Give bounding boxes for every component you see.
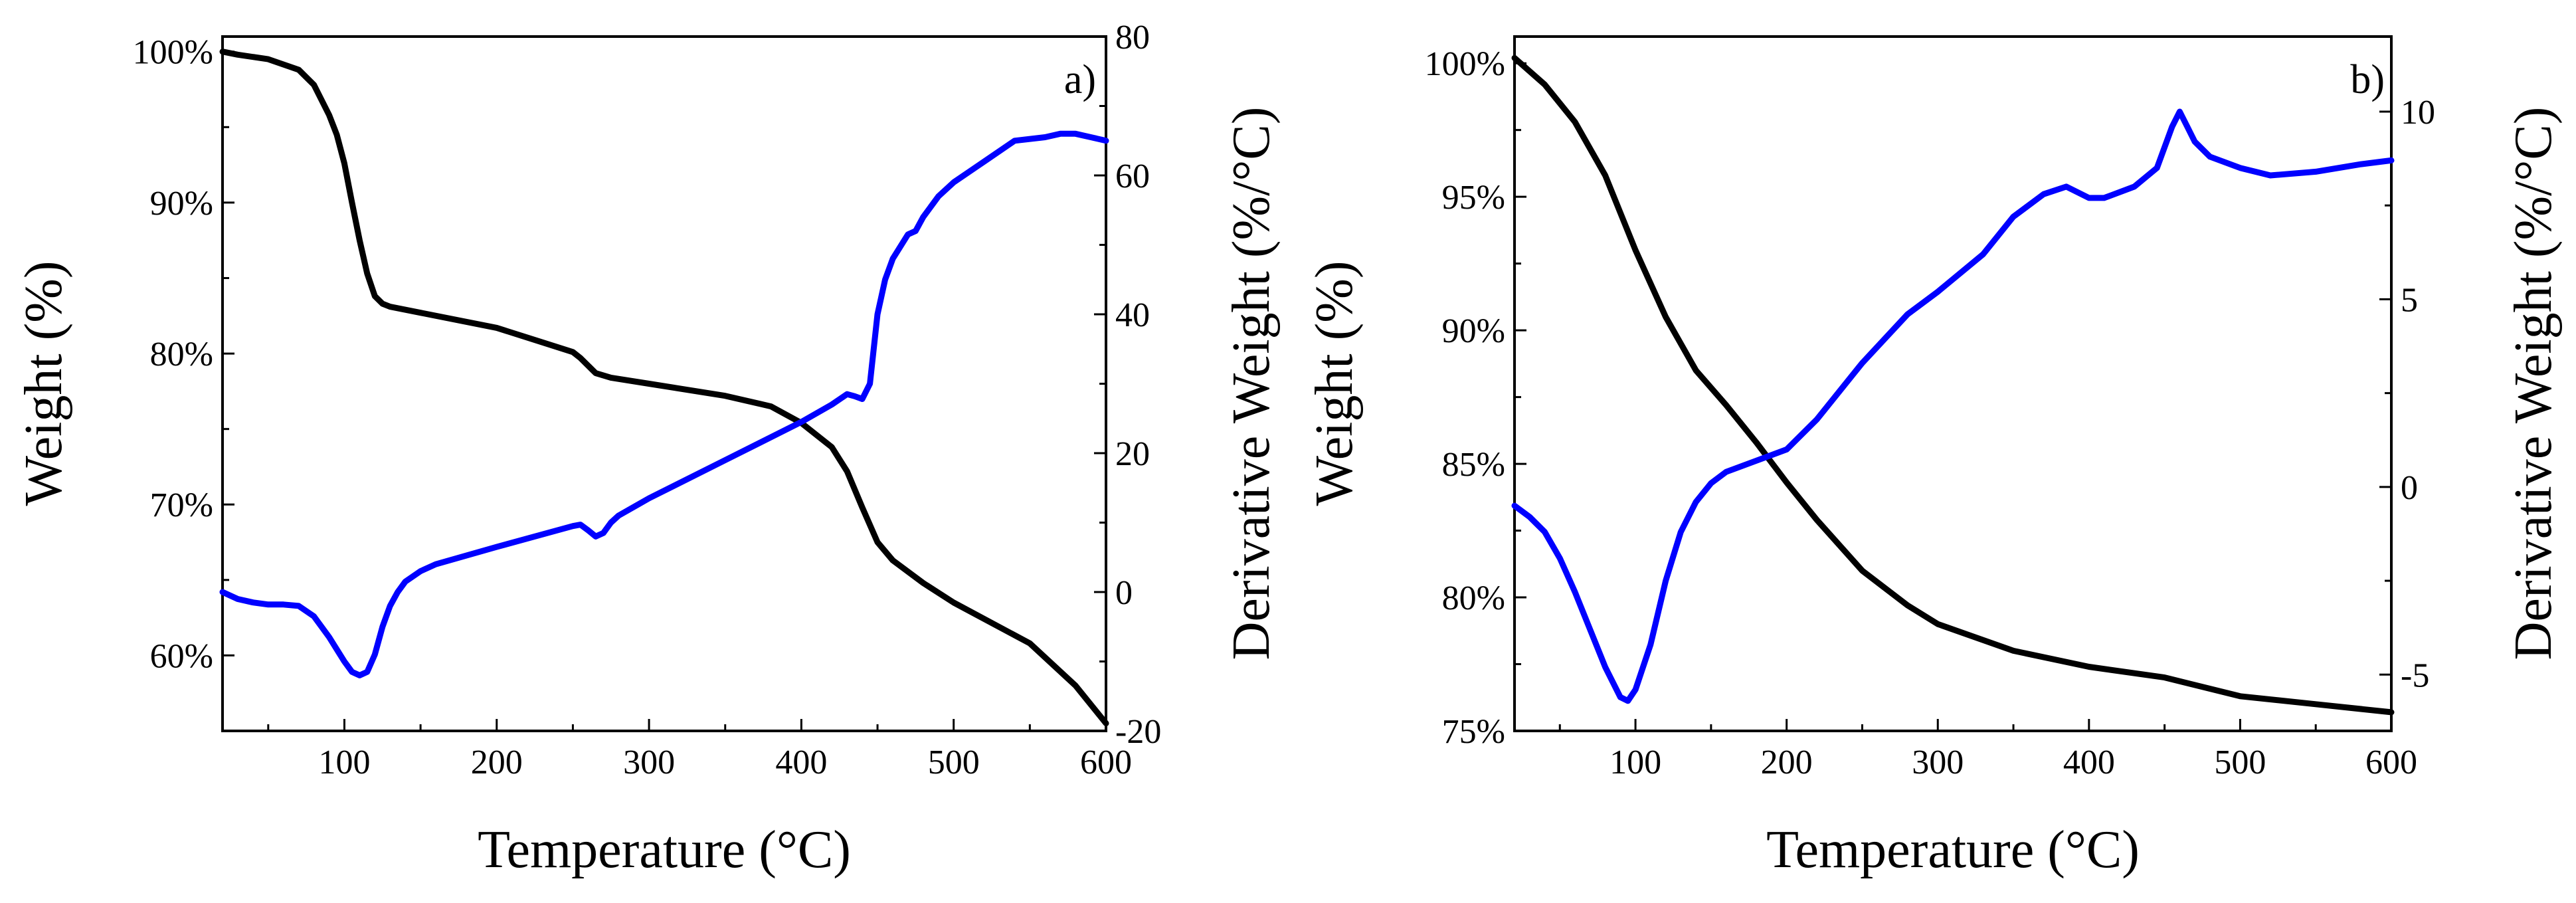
plot-frame-b: [1513, 35, 2393, 732]
y-tick-label: 60%: [150, 637, 213, 675]
y-tick-label: 75%: [1442, 713, 1505, 751]
y2-tick-label: 5: [2401, 281, 2418, 319]
series-group-a: [219, 49, 1109, 727]
y2-tick-label: 0: [1115, 574, 1133, 612]
y2-tick-label: -5: [2401, 656, 2429, 694]
x-tick-label: 300: [1912, 744, 1964, 781]
y-tick-label: 95%: [1442, 179, 1505, 217]
y2-axis-ticks-b: -5 0 5 10: [2379, 94, 2435, 694]
x-tick-label: 200: [471, 744, 523, 781]
y2-tick-label: 80: [1115, 19, 1150, 56]
chart-panel-a: 100 200 300 400 500 600 60% 70% 80% 90% 100% -20 0…: [15, 19, 1281, 879]
y-tick-label: 70%: [150, 486, 213, 524]
y-tick-label: 90%: [150, 185, 213, 223]
x-tick-label: 100: [1610, 744, 1661, 781]
x-axis-ticks-a: 100 200 300 400 500 600: [267, 719, 1132, 781]
series-group-b: [1511, 54, 2395, 716]
y2-tick-label: 10: [2401, 94, 2435, 132]
x-tick-label: 200: [1761, 744, 1813, 781]
panel-label-b: b): [2350, 57, 2385, 102]
x-axis-label-b: Temperature (°C): [1766, 821, 2140, 879]
x-tick-label: 500: [928, 744, 980, 781]
x-tick-label: 400: [775, 744, 827, 781]
derivative-weight-line-a: [219, 130, 1109, 678]
x-tick-label: 300: [623, 744, 675, 781]
y2-tick-label: 0: [2401, 469, 2418, 507]
y2-tick-label: 20: [1115, 435, 1150, 473]
panel-label-a: a): [1064, 57, 1096, 102]
x-axis-ticks-b: 100 200 300 400 500 600: [1558, 719, 2417, 781]
y2-tick-label: 60: [1115, 157, 1150, 195]
weight-line-b: [1511, 54, 2395, 716]
y-tick-label: 80%: [1442, 579, 1505, 617]
x-tick-label: 500: [2214, 744, 2266, 781]
weight-line-a: [219, 49, 1109, 727]
y2-tick-label: 40: [1115, 296, 1150, 334]
y2-tick-label: -20: [1115, 713, 1161, 751]
chart-panel-b: 100 200 300 400 500 600 75%80%85%90%95%100% -…: [1305, 35, 2563, 879]
y-tick-label: 100%: [1425, 45, 1505, 83]
y-axis-ticks-a: 60% 70% 80% 90% 100%: [133, 34, 234, 675]
x-tick-label: 100: [318, 744, 370, 781]
x-tick-label: 600: [2365, 744, 2417, 781]
y2-axis-ticks-a: -20 0 20 40 60 80: [1094, 19, 1161, 751]
derivative-weight-line-b: [1511, 108, 2395, 704]
y-axis-ticks-b: 75% 80% 85% 90% 95% 100%: [1425, 45, 1526, 751]
y-tick-label: 90%: [1442, 312, 1505, 350]
y-tick-label: 100%: [133, 34, 213, 72]
y-axis-label-b: Weight (%): [1305, 261, 1364, 506]
y2-axis-label-b: Derivative Weight (%/°C): [2504, 107, 2563, 660]
x-tick-label: 600: [1080, 744, 1132, 781]
x-axis-label-a: Temperature (°C): [478, 821, 851, 879]
y2-axis-label-a: Derivative Weight (%/°C): [1222, 107, 1281, 660]
y-tick-label: 85%: [1442, 446, 1505, 484]
y-tick-label: 80%: [150, 336, 213, 373]
y-axis-label-a: Weight (%): [15, 261, 73, 506]
x-tick-label: 400: [2063, 744, 2115, 781]
